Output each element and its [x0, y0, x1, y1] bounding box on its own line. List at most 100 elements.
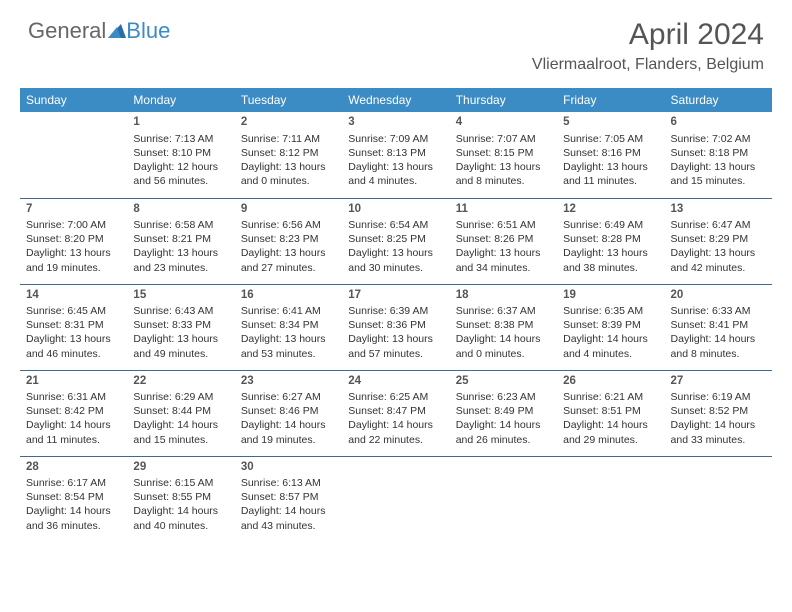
calendar-cell: 26Sunrise: 6:21 AMSunset: 8:51 PMDayligh… [557, 370, 664, 456]
day-info-line: Sunset: 8:16 PM [563, 146, 658, 160]
day-number: 1 [133, 115, 228, 131]
day-info-line: Sunset: 8:55 PM [133, 490, 228, 504]
day-info-line: and 22 minutes. [348, 433, 443, 447]
day-info-line: Daylight: 14 hours [26, 418, 121, 432]
day-number: 16 [241, 288, 336, 304]
day-number: 14 [26, 288, 121, 304]
day-info-line: and 4 minutes. [348, 174, 443, 188]
day-info-line: Daylight: 13 hours [671, 160, 766, 174]
day-info-line: Sunset: 8:42 PM [26, 404, 121, 418]
calendar-cell: 5Sunrise: 7:05 AMSunset: 8:16 PMDaylight… [557, 112, 664, 198]
day-info-line: and 0 minutes. [456, 347, 551, 361]
day-info-line: Daylight: 13 hours [563, 246, 658, 260]
day-info-line: Sunrise: 6:31 AM [26, 390, 121, 404]
day-info-line: Sunrise: 6:29 AM [133, 390, 228, 404]
weekday-header: Monday [127, 88, 234, 112]
calendar-cell: 29Sunrise: 6:15 AMSunset: 8:55 PMDayligh… [127, 456, 234, 542]
day-info-line: Daylight: 13 hours [133, 246, 228, 260]
day-info-line: Daylight: 14 hours [563, 418, 658, 432]
day-info-line: Sunset: 8:21 PM [133, 232, 228, 246]
day-info-line: Daylight: 13 hours [456, 160, 551, 174]
day-info-line: Daylight: 13 hours [241, 246, 336, 260]
day-info-line: Sunrise: 6:37 AM [456, 304, 551, 318]
day-info-line: Sunrise: 7:02 AM [671, 132, 766, 146]
day-number: 17 [348, 288, 443, 304]
day-info-line: and 42 minutes. [671, 261, 766, 275]
day-info-line: Daylight: 13 hours [133, 332, 228, 346]
day-info-line: Sunrise: 6:33 AM [671, 304, 766, 318]
day-info-line: Daylight: 14 hours [241, 418, 336, 432]
day-info-line: and 53 minutes. [241, 347, 336, 361]
title-block: April 2024 Vliermaalroot, Flanders, Belg… [532, 18, 764, 74]
day-info-line: and 56 minutes. [133, 174, 228, 188]
day-info-line: and 29 minutes. [563, 433, 658, 447]
day-number: 13 [671, 202, 766, 218]
weekday-header: Thursday [450, 88, 557, 112]
day-info-line: Sunrise: 6:19 AM [671, 390, 766, 404]
day-info-line: Sunset: 8:34 PM [241, 318, 336, 332]
calendar-cell: 23Sunrise: 6:27 AMSunset: 8:46 PMDayligh… [235, 370, 342, 456]
day-info-line: Daylight: 14 hours [456, 418, 551, 432]
calendar-cell: 25Sunrise: 6:23 AMSunset: 8:49 PMDayligh… [450, 370, 557, 456]
day-number: 28 [26, 460, 121, 476]
weekday-header: Sunday [20, 88, 127, 112]
calendar-cell: 21Sunrise: 6:31 AMSunset: 8:42 PMDayligh… [20, 370, 127, 456]
calendar-row: 7Sunrise: 7:00 AMSunset: 8:20 PMDaylight… [20, 198, 772, 284]
day-number: 12 [563, 202, 658, 218]
day-info-line: and 36 minutes. [26, 519, 121, 533]
day-number: 6 [671, 115, 766, 131]
day-info-line: Daylight: 12 hours [133, 160, 228, 174]
day-info-line: and 0 minutes. [241, 174, 336, 188]
day-info-line: Daylight: 13 hours [26, 246, 121, 260]
day-info-line: Sunrise: 7:09 AM [348, 132, 443, 146]
day-info-line: Sunrise: 6:43 AM [133, 304, 228, 318]
day-info-line: and 46 minutes. [26, 347, 121, 361]
day-info-line: Daylight: 13 hours [348, 160, 443, 174]
calendar-body: 1Sunrise: 7:13 AMSunset: 8:10 PMDaylight… [20, 112, 772, 542]
calendar-cell: 18Sunrise: 6:37 AMSunset: 8:38 PMDayligh… [450, 284, 557, 370]
day-info-line: and 4 minutes. [563, 347, 658, 361]
calendar-cell: 9Sunrise: 6:56 AMSunset: 8:23 PMDaylight… [235, 198, 342, 284]
day-number: 3 [348, 115, 443, 131]
day-info-line: and 15 minutes. [133, 433, 228, 447]
calendar-cell: 8Sunrise: 6:58 AMSunset: 8:21 PMDaylight… [127, 198, 234, 284]
day-info-line: Sunrise: 6:15 AM [133, 476, 228, 490]
day-info-line: and 30 minutes. [348, 261, 443, 275]
day-info-line: Sunset: 8:15 PM [456, 146, 551, 160]
day-info-line: Sunset: 8:18 PM [671, 146, 766, 160]
logo-triangle-icon [108, 18, 126, 44]
calendar-cell: 19Sunrise: 6:35 AMSunset: 8:39 PMDayligh… [557, 284, 664, 370]
day-info-line: Sunset: 8:49 PM [456, 404, 551, 418]
calendar-cell: 12Sunrise: 6:49 AMSunset: 8:28 PMDayligh… [557, 198, 664, 284]
calendar-row: 21Sunrise: 6:31 AMSunset: 8:42 PMDayligh… [20, 370, 772, 456]
day-info-line: and 40 minutes. [133, 519, 228, 533]
calendar-cell: 7Sunrise: 7:00 AMSunset: 8:20 PMDaylight… [20, 198, 127, 284]
day-info-line: Daylight: 14 hours [241, 504, 336, 518]
calendar-cell: 4Sunrise: 7:07 AMSunset: 8:15 PMDaylight… [450, 112, 557, 198]
day-info-line: Sunset: 8:52 PM [671, 404, 766, 418]
day-number: 24 [348, 374, 443, 390]
day-number: 5 [563, 115, 658, 131]
day-info-line: Sunrise: 6:49 AM [563, 218, 658, 232]
day-info-line: Daylight: 13 hours [456, 246, 551, 260]
day-info-line: Sunset: 8:38 PM [456, 318, 551, 332]
day-info-line: Sunset: 8:47 PM [348, 404, 443, 418]
calendar-cell: 27Sunrise: 6:19 AMSunset: 8:52 PMDayligh… [665, 370, 772, 456]
calendar-cell [557, 456, 664, 542]
day-info-line: and 8 minutes. [671, 347, 766, 361]
header: General Blue April 2024 Vliermaalroot, F… [0, 0, 792, 82]
day-info-line: Sunset: 8:13 PM [348, 146, 443, 160]
day-info-line: Sunset: 8:26 PM [456, 232, 551, 246]
day-number: 20 [671, 288, 766, 304]
day-info-line: Sunrise: 6:39 AM [348, 304, 443, 318]
calendar-cell: 10Sunrise: 6:54 AMSunset: 8:25 PMDayligh… [342, 198, 449, 284]
logo-text-1: General [28, 18, 106, 44]
day-info-line: Sunrise: 6:35 AM [563, 304, 658, 318]
day-info-line: Sunrise: 7:00 AM [26, 218, 121, 232]
calendar-row: 1Sunrise: 7:13 AMSunset: 8:10 PMDaylight… [20, 112, 772, 198]
day-number: 27 [671, 374, 766, 390]
calendar-cell [20, 112, 127, 198]
day-info-line: Daylight: 14 hours [26, 504, 121, 518]
day-number: 2 [241, 115, 336, 131]
day-info-line: Daylight: 14 hours [456, 332, 551, 346]
